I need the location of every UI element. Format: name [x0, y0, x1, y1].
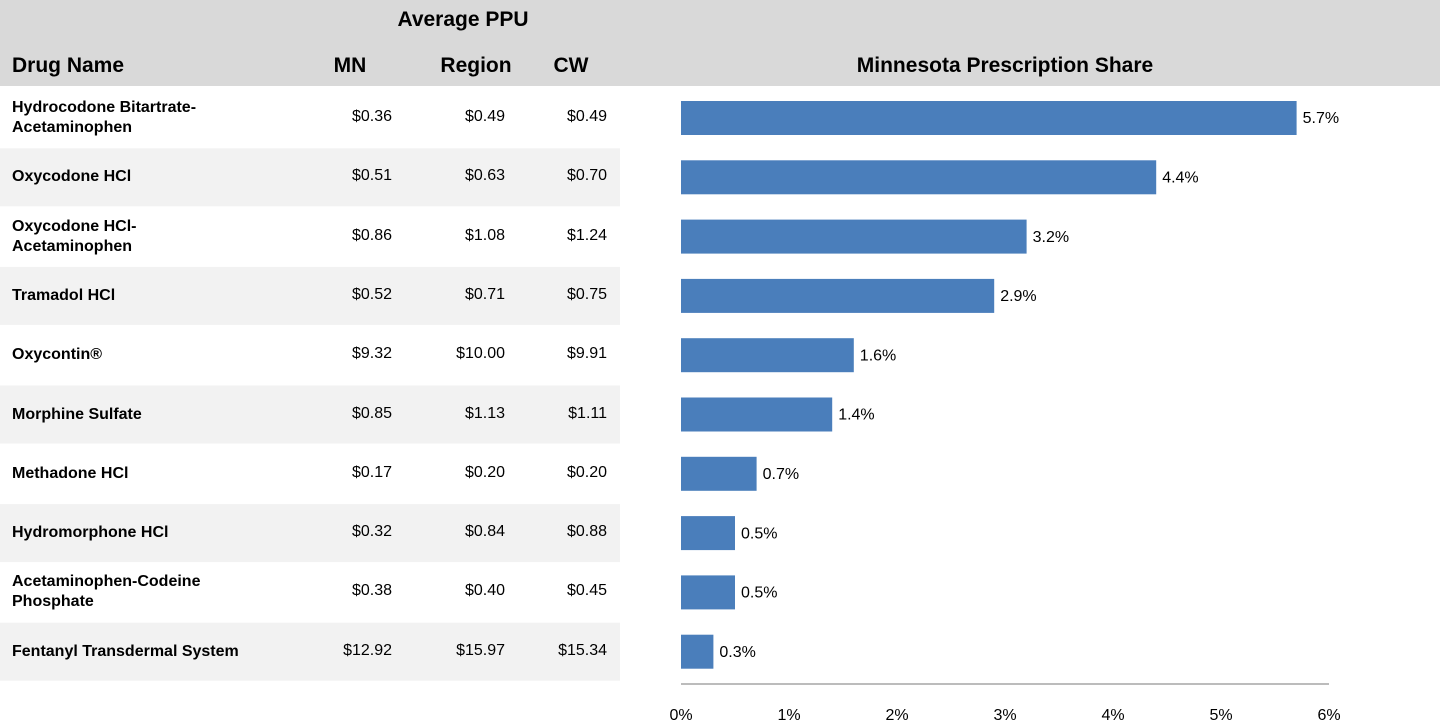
- value-label: 5.7%: [1303, 110, 1339, 127]
- price-cell: $0.49: [566, 108, 607, 125]
- row-band: [0, 504, 620, 563]
- value-label: 0.7%: [763, 466, 799, 483]
- x-tick-label: 4%: [1101, 707, 1124, 724]
- bar: [681, 278, 995, 313]
- price-cell: $0.40: [464, 582, 505, 600]
- price-cell: $9.91: [566, 345, 607, 363]
- price-cell: $1.24: [566, 226, 607, 244]
- price-cell: $0.20: [566, 463, 607, 481]
- value-label: 4.4%: [1162, 170, 1198, 187]
- value-label: 1.6%: [860, 347, 896, 364]
- drug-name: Acetaminophen-Codeine Phosphate: [12, 573, 201, 611]
- price-cell: $0.85: [351, 404, 392, 422]
- price-cell: $12.92: [343, 641, 392, 659]
- bar: [681, 516, 735, 551]
- drug-name: Morphine Sulfate: [12, 405, 142, 423]
- table-title: Average PPU: [397, 8, 529, 31]
- price-cell: $0.63: [464, 167, 505, 185]
- column-header: MN: [333, 54, 367, 77]
- price-cell: $1.11: [568, 404, 607, 422]
- value-label: 0.3%: [719, 644, 755, 661]
- row-band: [0, 266, 620, 325]
- drug-name: Tramadol HCl: [12, 286, 116, 304]
- value-label: 2.9%: [1000, 288, 1036, 305]
- x-tick-label: 2%: [885, 707, 908, 724]
- price-cell: $0.32: [351, 523, 392, 541]
- price-cell: $0.84: [464, 523, 505, 541]
- x-tick-label: 0%: [669, 707, 692, 724]
- row-band: [0, 385, 620, 444]
- price-cell: $0.88: [566, 523, 607, 541]
- price-cell: $0.17: [351, 463, 392, 481]
- price-cell: $0.45: [566, 582, 607, 600]
- bar: [681, 338, 854, 373]
- price-cell: $0.36: [351, 108, 392, 125]
- bar: [681, 101, 1297, 135]
- price-cell: $0.20: [464, 463, 505, 481]
- price-cell: $1.13: [464, 404, 505, 422]
- price-cell: $0.38: [351, 582, 392, 600]
- x-tick-label: 1%: [777, 707, 800, 724]
- price-cell: $15.34: [558, 641, 607, 659]
- price-cell: $0.52: [351, 285, 392, 303]
- bar: [681, 575, 735, 610]
- bar: [681, 397, 833, 432]
- header-band: [0, 0, 1440, 86]
- value-label: 3.2%: [1033, 229, 1069, 246]
- column-header: Drug Name: [12, 54, 125, 77]
- x-tick-label: 6%: [1317, 707, 1340, 724]
- bar: [681, 219, 1027, 254]
- price-cell: $1.08: [464, 226, 505, 244]
- price-cell: $0.49: [464, 108, 505, 125]
- row-band: [0, 148, 620, 207]
- price-cell: $9.32: [351, 345, 392, 363]
- drug-name: Hydrocodone Bitartrate-Acetaminophen: [12, 99, 197, 136]
- drug-name: Hydromorphone HCl: [12, 524, 169, 542]
- x-tick-label: 3%: [993, 707, 1016, 724]
- column-header: CW: [553, 54, 589, 77]
- x-tick-label: 5%: [1209, 707, 1232, 724]
- drug-name: Oxycontin®: [12, 346, 103, 364]
- row-band: [0, 622, 620, 681]
- drug-name: Oxycodone HCl-Acetaminophen: [12, 217, 137, 255]
- price-cell: $0.86: [351, 226, 392, 244]
- bar: [681, 634, 714, 669]
- drug-name: Methadone HCl: [12, 464, 129, 482]
- value-label: 0.5%: [741, 585, 777, 602]
- drug-name: Fentanyl Transdermal System: [12, 642, 239, 660]
- bar: [681, 456, 757, 491]
- column-header: Region: [440, 54, 512, 77]
- value-label: 0.5%: [741, 525, 777, 542]
- bar: [681, 160, 1157, 195]
- chart-title: Minnesota Prescription Share: [856, 54, 1154, 77]
- price-cell: $0.51: [351, 167, 392, 185]
- price-cell: $10.00: [456, 345, 505, 363]
- price-cell: $0.70: [566, 167, 607, 185]
- price-cell: $15.97: [456, 641, 505, 659]
- drug-name: Oxycodone HCl: [12, 168, 132, 186]
- value-label: 1.4%: [838, 407, 874, 424]
- price-cell: $0.75: [566, 285, 607, 303]
- price-cell: $0.71: [464, 285, 505, 303]
